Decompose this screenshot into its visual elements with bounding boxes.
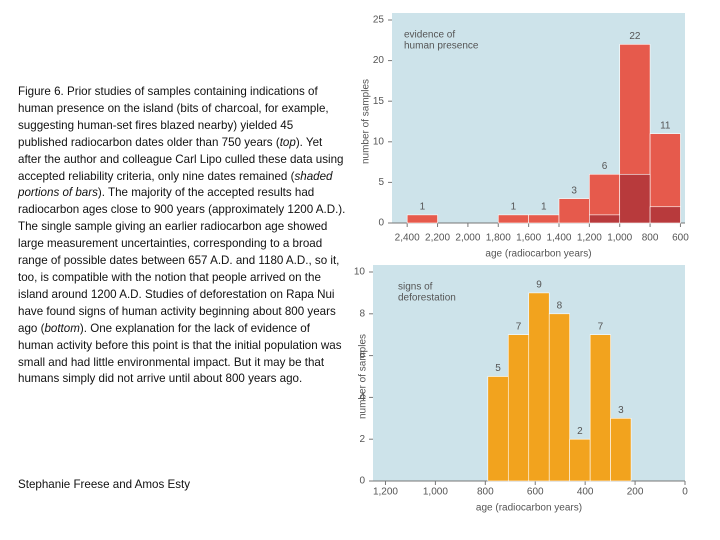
y-tick-label: 20 <box>373 55 385 66</box>
data-label: 9 <box>536 280 542 291</box>
y-tick-label: 10 <box>373 136 385 147</box>
caption-text: ). One explanation for the lack of evide… <box>18 321 342 386</box>
x-tick-label: 0 <box>682 487 688 498</box>
x-tick-label: 2,000 <box>455 233 480 244</box>
x-tick-label: 600 <box>527 487 544 498</box>
bar <box>589 214 621 224</box>
y-tick-label: 15 <box>373 96 385 107</box>
x-tick-label: 1,600 <box>516 233 541 244</box>
data-label: 3 <box>618 405 624 416</box>
y-tick-label: 25 <box>373 15 385 26</box>
bar <box>528 292 550 482</box>
caption-text: ). The majority of the accepted results … <box>18 186 346 335</box>
x-tick-label: 2,400 <box>395 233 420 244</box>
bar <box>569 438 591 482</box>
data-label: 11 <box>660 120 671 131</box>
y-axis-title: number of samples <box>358 334 369 419</box>
y-tick-label: 10 <box>354 267 366 278</box>
data-label: 7 <box>516 321 522 332</box>
y-axis-title: number of samples <box>361 79 372 164</box>
x-axis-title: age (radiocarbon years) <box>476 503 582 514</box>
x-axis-title: age (radiocarbon years) <box>485 249 591 260</box>
x-tick-label: 1,800 <box>486 233 511 244</box>
bar <box>558 198 590 224</box>
bar <box>528 214 560 224</box>
x-tick-label: 400 <box>577 487 594 498</box>
data-label: 1 <box>420 202 426 213</box>
y-tick-label: 6 <box>359 350 365 361</box>
x-tick-label: 1,000 <box>423 487 448 498</box>
annotation: signs of <box>398 282 433 293</box>
caption-text: ). Yet after the author and colleague Ca… <box>18 135 344 183</box>
caption: Figure 6. Prior studies of samples conta… <box>18 84 346 388</box>
x-tick-label: 1,000 <box>607 233 632 244</box>
y-tick-label: 8 <box>359 308 365 319</box>
x-tick-label: 2,200 <box>425 233 450 244</box>
bar <box>406 214 438 224</box>
bar <box>487 376 509 482</box>
bar <box>548 313 570 482</box>
x-tick-label: 200 <box>627 487 644 498</box>
bar <box>649 206 681 224</box>
annotation: evidence of <box>404 30 455 41</box>
y-tick-label: 4 <box>359 392 365 403</box>
data-label: 7 <box>598 321 604 332</box>
data-label: 5 <box>495 363 501 374</box>
annotation: human presence <box>404 41 479 52</box>
annotation: deforestation <box>398 293 456 304</box>
x-tick-label: 800 <box>477 487 494 498</box>
y-tick-label: 0 <box>378 218 384 229</box>
data-label: 2 <box>577 426 583 437</box>
x-tick-label: 600 <box>672 233 689 244</box>
bar <box>497 214 529 224</box>
x-tick-label: 800 <box>642 233 659 244</box>
y-tick-label: 5 <box>378 177 384 188</box>
bar <box>610 417 632 482</box>
y-tick-label: 2 <box>359 434 365 445</box>
caption-text: bottom <box>44 321 80 335</box>
y-tick-label: 0 <box>359 476 365 487</box>
data-label: 8 <box>557 300 563 311</box>
data-label: 3 <box>571 185 577 196</box>
x-tick-label: 1,400 <box>546 233 571 244</box>
caption-text: shaded portions of bars <box>18 169 333 200</box>
caption-text: top <box>279 135 296 149</box>
data-label: 1 <box>541 202 547 213</box>
x-tick-label: 1,200 <box>577 233 602 244</box>
credit: Stephanie Freese and Amos Esty <box>18 478 191 491</box>
bar <box>589 334 611 482</box>
data-label: 1 <box>511 202 517 213</box>
bar <box>619 173 651 224</box>
bar <box>507 334 530 482</box>
data-label: 22 <box>629 31 641 42</box>
caption-text: Figure 6. Prior studies of samples conta… <box>18 85 329 149</box>
x-tick-label: 1,200 <box>373 487 398 498</box>
data-label: 6 <box>602 161 608 172</box>
